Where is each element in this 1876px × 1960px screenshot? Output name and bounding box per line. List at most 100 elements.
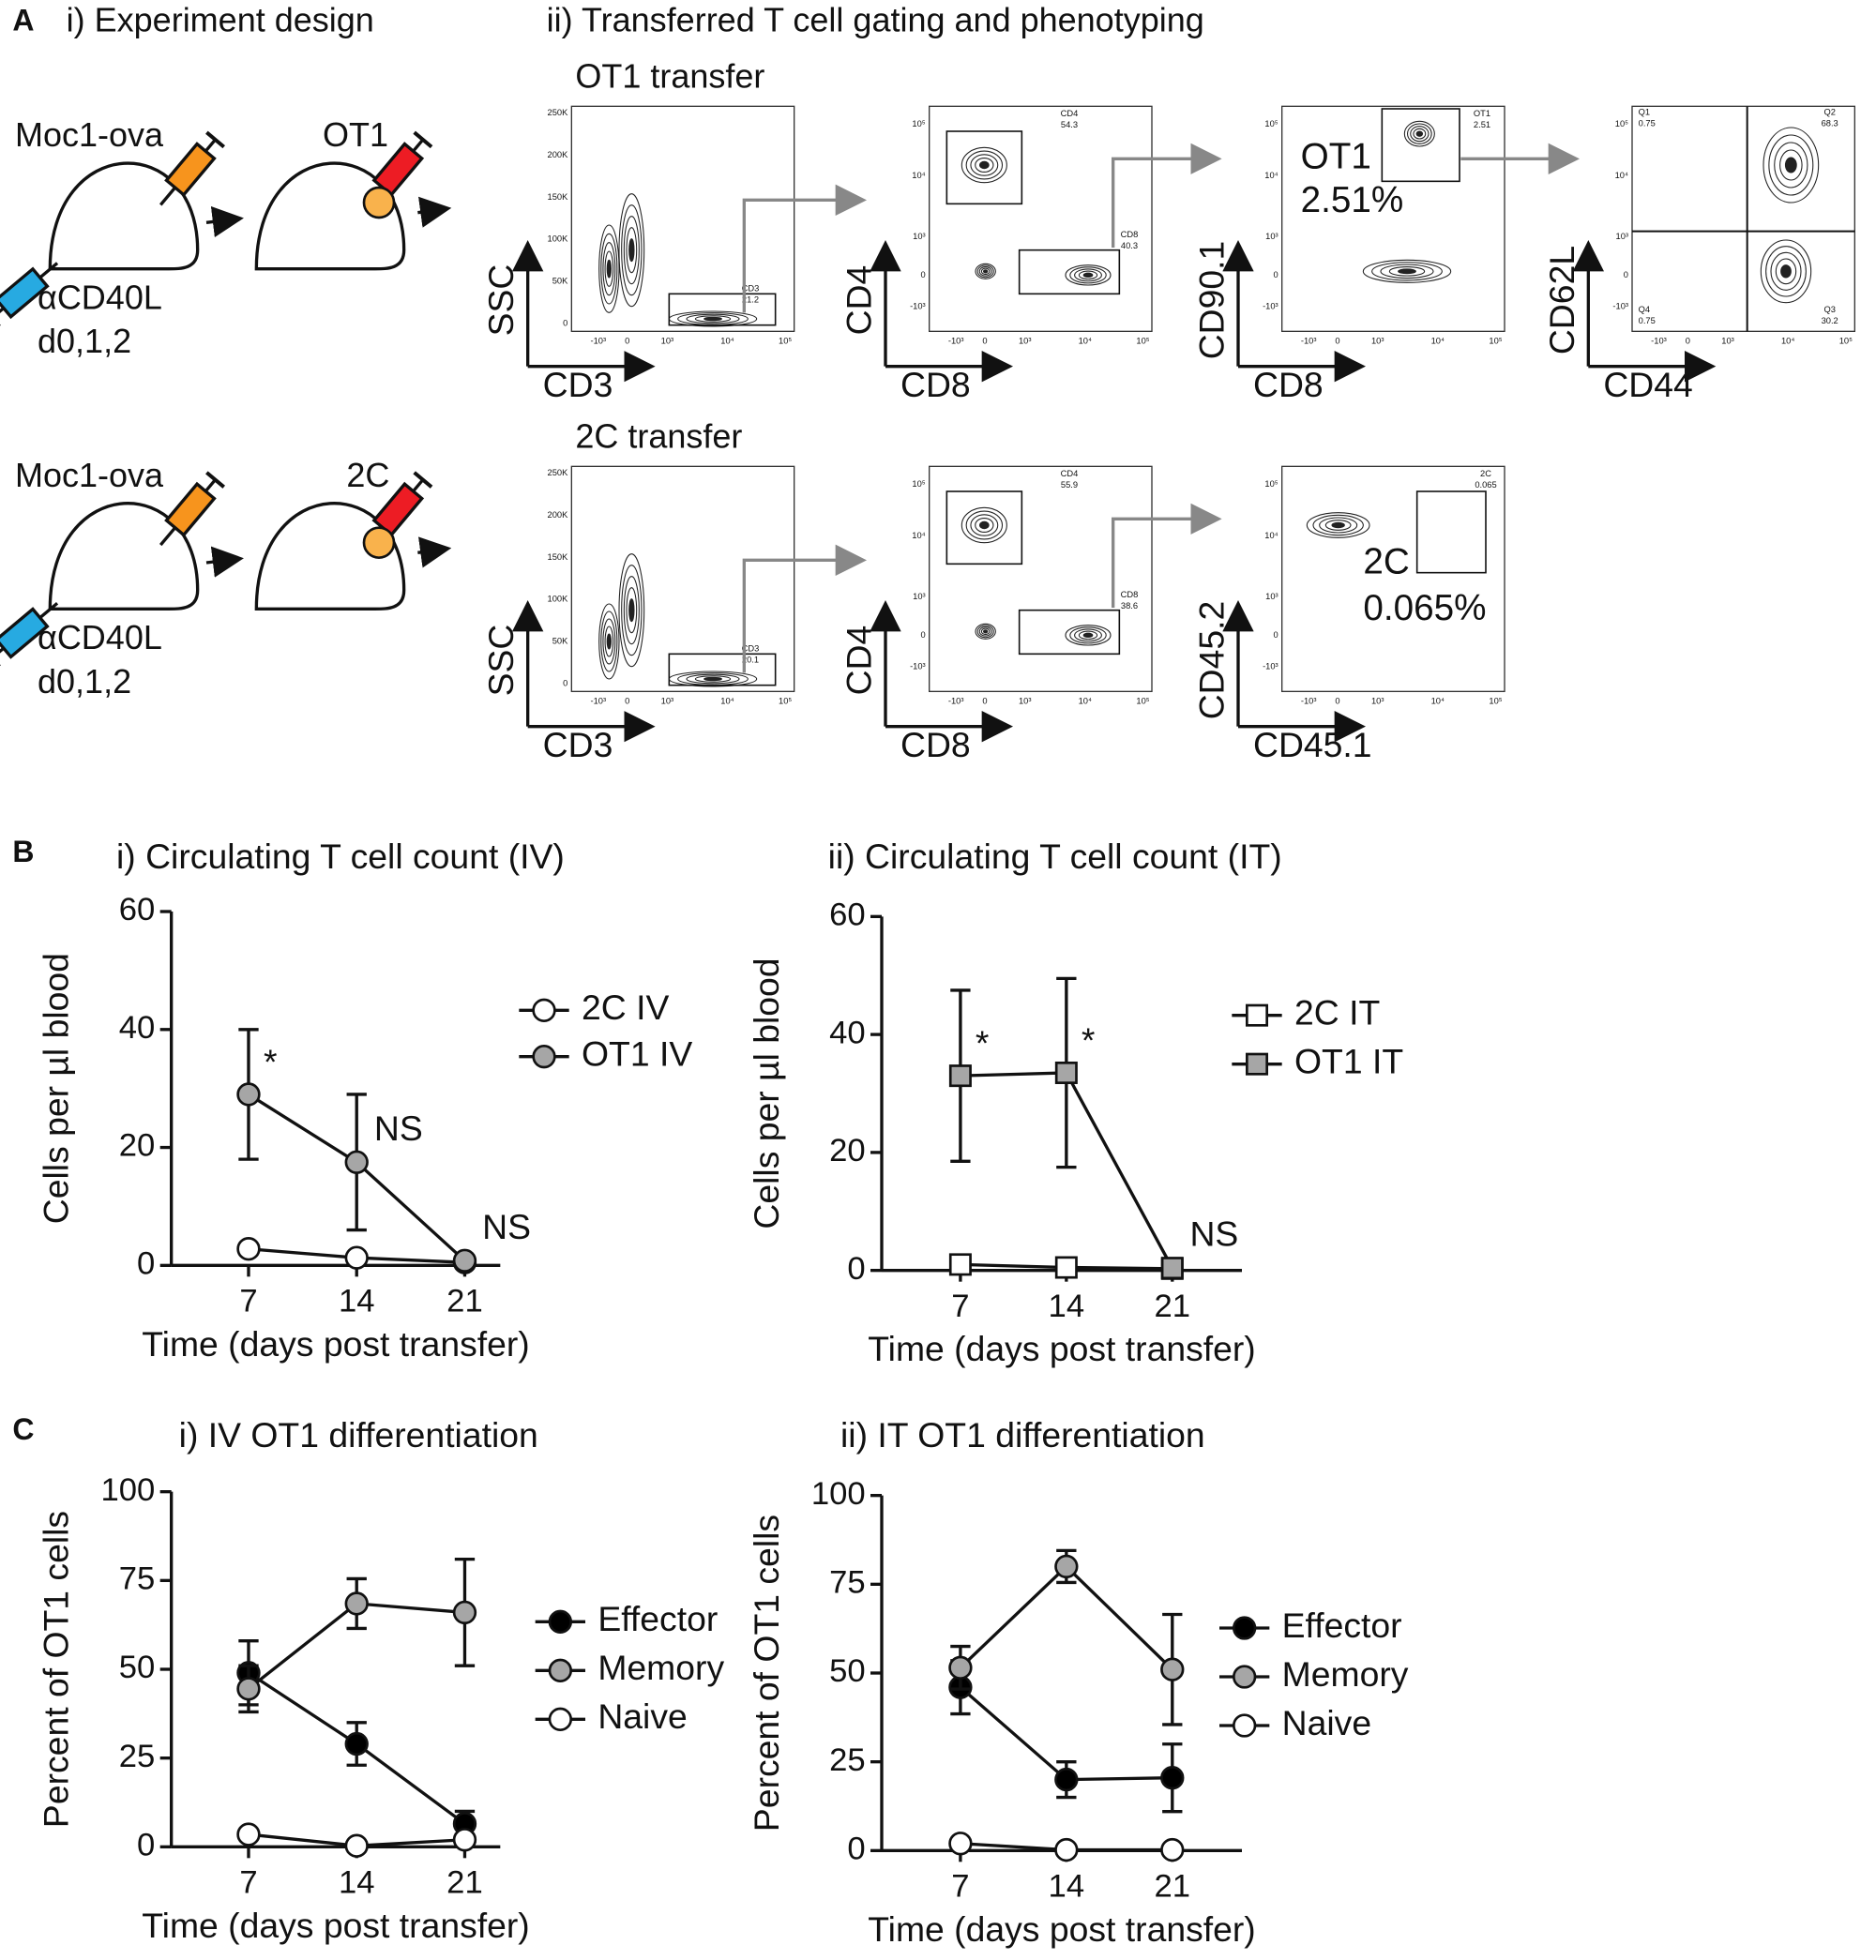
contour	[975, 623, 996, 640]
plot-frame	[928, 465, 1153, 692]
y-tick-label: 75	[119, 1560, 156, 1596]
flow-tick-label: 10⁵	[1489, 336, 1502, 345]
gate-name: Q3	[1823, 305, 1835, 314]
flow-tick-label: 10⁵	[1264, 479, 1278, 489]
cell-label: OT1	[323, 115, 388, 154]
panel-label: C	[12, 1412, 34, 1446]
schedule-label: d0,1,2	[38, 662, 131, 701]
syringe-barrel	[164, 142, 217, 198]
data-point	[344, 1150, 369, 1174]
contour	[604, 250, 614, 287]
flow-y-label: CD45.2	[1192, 601, 1232, 720]
treatment-label: αCD40L	[38, 618, 162, 656]
flow-tick-label: 0	[1624, 270, 1628, 279]
flow-tick-label: 10⁵	[912, 119, 925, 128]
x-axis-label: Time (days post transfer)	[868, 1909, 1256, 1949]
flow-tick-label: 0	[982, 336, 987, 345]
contour	[1078, 270, 1098, 280]
flow-tick-label: 10⁴	[1615, 171, 1628, 180]
gate-name: 2C	[1480, 469, 1491, 478]
flow-tick-label: -10³	[1301, 696, 1317, 705]
flow-tick-label: 10⁴	[1264, 171, 1278, 180]
x-tick-label: 7	[239, 1283, 257, 1319]
syringe	[159, 130, 225, 206]
flow-tick-label: 10⁴	[720, 696, 734, 705]
legend-marker	[548, 1609, 572, 1634]
syringe-plunger	[0, 646, 5, 659]
legend-marker	[532, 1044, 556, 1069]
legend-marker	[1246, 1003, 1268, 1027]
flow-y-label: CD62L	[1542, 246, 1581, 354]
y-tick-label: 25	[829, 1742, 866, 1778]
y-axis-label: Cells per µl blood	[37, 953, 76, 1224]
gate-value: 30.2	[1822, 316, 1838, 325]
y-tick-label: 0	[847, 1251, 865, 1287]
flow-tick-label: 10⁵	[1136, 696, 1149, 705]
flow-tick-label: 10³	[1265, 232, 1278, 241]
flow-x-label: CD45.1	[1253, 725, 1372, 764]
data-point	[344, 1731, 369, 1756]
flow-tick-label: 10⁵	[1489, 696, 1502, 705]
flow-x-label: CD3	[543, 365, 613, 404]
contour	[1780, 264, 1792, 279]
flow-tick-label: 10⁵	[1839, 336, 1853, 345]
y-tick-label: 20	[119, 1128, 156, 1164]
gate-value: 38.6	[1121, 601, 1138, 611]
contour	[1775, 258, 1797, 285]
contour	[1388, 265, 1426, 277]
gate	[1415, 490, 1487, 574]
contour	[1774, 142, 1808, 188]
syringe-plunger	[204, 478, 217, 492]
chart-title: i) Circulating T cell count (IV)	[116, 837, 565, 876]
flow-tick-label: -10³	[1651, 336, 1667, 345]
step-arrow	[205, 205, 244, 238]
flow-tick-label: 250K	[548, 108, 569, 117]
gate-value: 55.9	[1061, 480, 1078, 490]
contour	[1768, 134, 1814, 196]
contour	[1407, 123, 1432, 144]
gate-value: 0.75	[1639, 118, 1656, 128]
flow-y-label: CD4	[840, 626, 879, 696]
flow-tick-label: -10³	[910, 301, 926, 310]
annotation: *	[976, 1023, 990, 1063]
section-title: ii) Transferred T cell gating and phenot…	[547, 1, 1204, 39]
flow-tick-label: 0	[1273, 270, 1278, 279]
flow-tick-label: 10⁵	[1136, 336, 1149, 345]
flow-tick-label: -10³	[1263, 661, 1278, 671]
contour	[621, 565, 643, 656]
data-point	[236, 1082, 261, 1107]
contour	[983, 269, 989, 274]
contour	[1082, 632, 1094, 638]
x-tick-label: 21	[1155, 1289, 1191, 1324]
annotation: NS	[374, 1108, 423, 1148]
contour	[1403, 120, 1435, 147]
contour	[1074, 268, 1102, 282]
syringe-plunger	[412, 138, 425, 153]
gate-name: CD4	[1061, 469, 1079, 478]
flow-tick-label: 0	[563, 678, 567, 687]
contour	[975, 158, 994, 173]
contour	[604, 626, 614, 657]
y-axis-label: Cells per µl blood	[747, 957, 786, 1229]
y-tick-label: 25	[119, 1739, 156, 1774]
flow-tick-label: 0	[1273, 630, 1278, 640]
flow-x-label: CD8	[1253, 365, 1324, 404]
legend-marker	[1232, 1616, 1257, 1640]
contour	[980, 627, 991, 636]
y-tick-label: 0	[137, 1827, 155, 1862]
gate-name: CD8	[1121, 230, 1139, 239]
contour	[1760, 239, 1812, 304]
y-tick-label: 75	[829, 1564, 866, 1600]
flow-tick-label: 10⁴	[912, 171, 925, 180]
y-tick-label: 0	[847, 1831, 865, 1866]
x-tick-label: 7	[951, 1868, 969, 1904]
y-tick-label: 50	[119, 1650, 156, 1685]
flow-tick-label: 0	[1335, 696, 1339, 705]
data-point	[1054, 1837, 1079, 1862]
flow-tick-label: 10³	[661, 336, 673, 345]
flow-tick-label: 10⁵	[779, 336, 792, 345]
flow-tick-label: 10⁴	[1079, 696, 1092, 705]
contour	[1410, 126, 1430, 143]
contour	[1065, 264, 1112, 286]
flow-tick-label: 0	[920, 630, 925, 640]
